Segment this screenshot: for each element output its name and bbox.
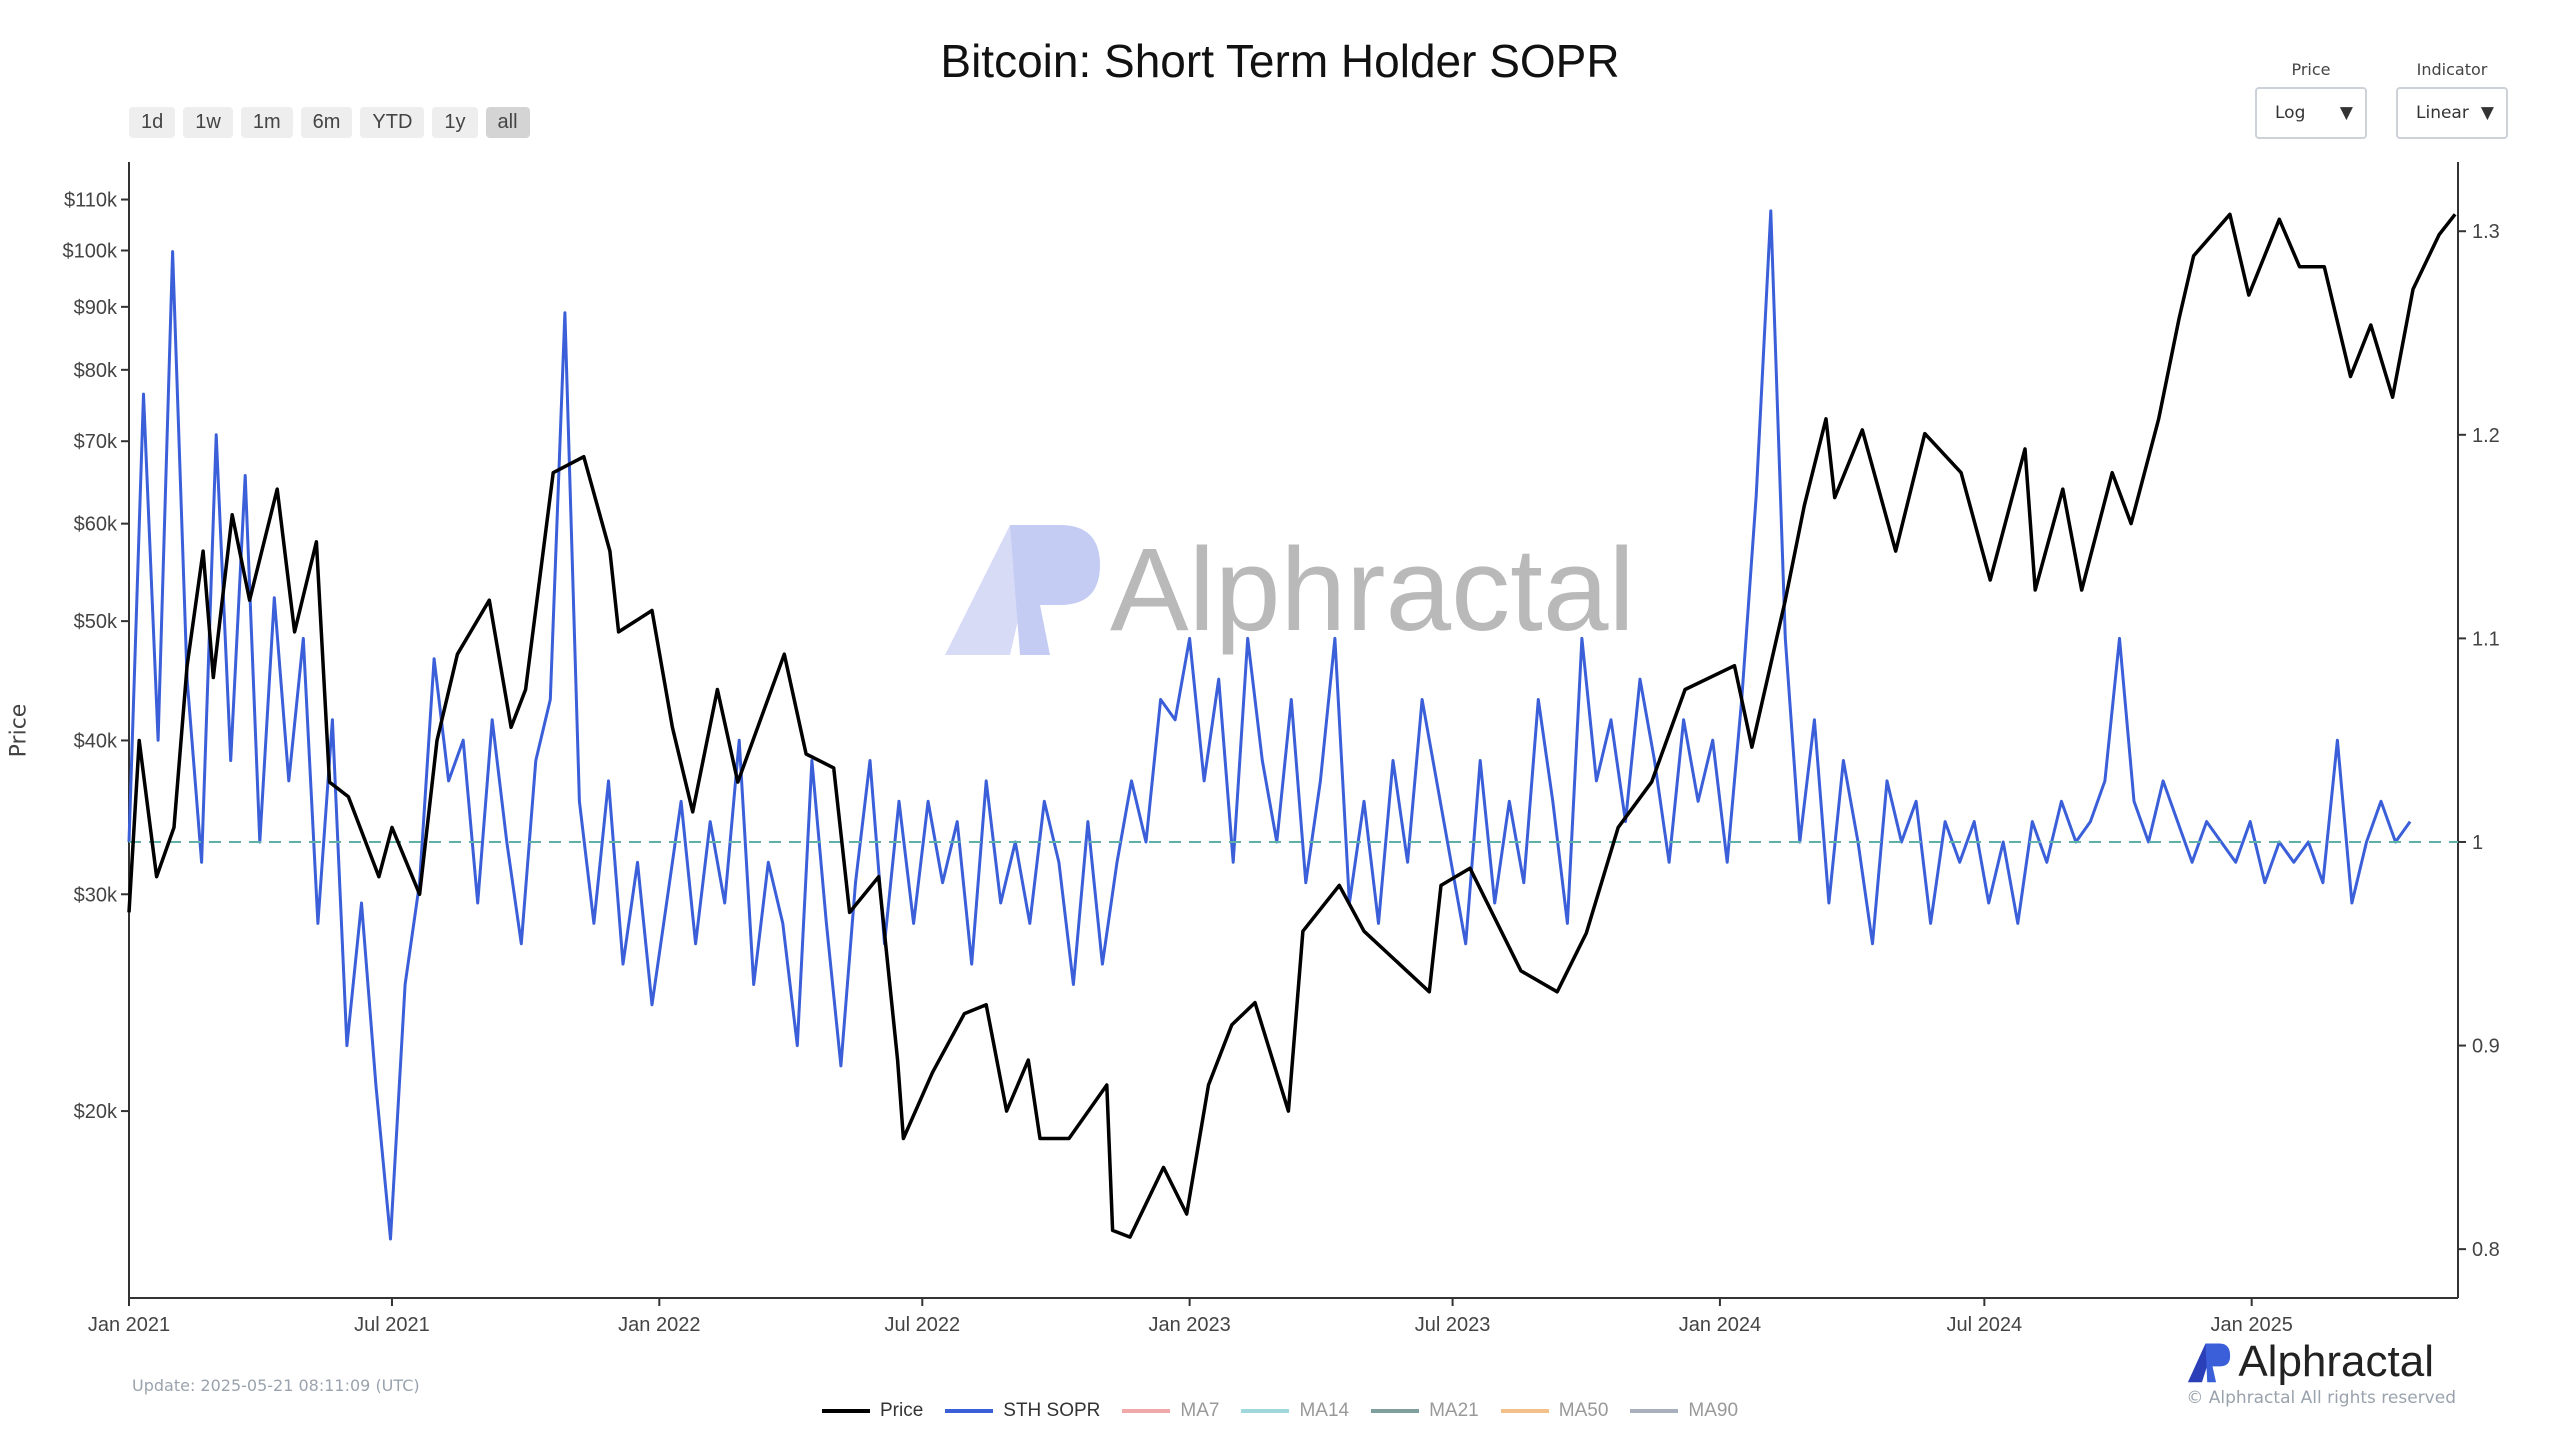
x-tick-label: Jul 2022: [884, 1314, 960, 1336]
legend-item-price[interactable]: Price: [821, 1400, 924, 1422]
y-right-tick-label: 1.2: [2472, 425, 2500, 447]
price-scale-dropdown[interactable]: Log ▼: [2255, 87, 2367, 139]
legend: Price STH SOPR MA7 MA14 MA21 MA50 MA90: [0, 1400, 2560, 1422]
range-selector: 1d 1w 1m 6m YTD 1y all: [129, 107, 530, 138]
legend-swatch: [1500, 1409, 1549, 1413]
legend-swatch: [945, 1409, 994, 1413]
legend-label: MA90: [1688, 1400, 1739, 1421]
price-scale-label: Price: [2291, 60, 2331, 79]
x-tick-label: Jan 2024: [1679, 1314, 1761, 1336]
brand-logo: Alphractal: [2186, 1340, 2434, 1384]
x-tick-label: Jan 2022: [618, 1314, 700, 1336]
legend-label: MA21: [1429, 1400, 1479, 1421]
range-button-1m[interactable]: 1m: [240, 107, 293, 138]
indicator-scale-control: Indicator Linear ▼: [2396, 60, 2508, 139]
logo-text: Alphractal: [2238, 1337, 2434, 1386]
legend-label: MA50: [1558, 1400, 1609, 1421]
legend-label: STH SOPR: [1003, 1400, 1101, 1421]
y-left-tick-label: $40k: [74, 730, 118, 752]
copyright: © Alphractal All rights reserved: [2186, 1388, 2456, 1408]
y-right-tick-label: 1.3: [2472, 221, 2500, 243]
x-tick-label: Jul 2021: [354, 1314, 430, 1336]
legend-swatch: [1630, 1409, 1679, 1413]
update-timestamp: Update: 2025-05-21 08:11:09 (UTC): [132, 1376, 420, 1395]
legend-label: MA14: [1299, 1400, 1350, 1421]
legend-label: MA7: [1180, 1400, 1220, 1421]
caret-down-icon: ▼: [2339, 103, 2353, 123]
y-left-tick-label: $90k: [74, 297, 118, 319]
legend-swatch: [821, 1409, 870, 1413]
range-button-ytd[interactable]: YTD: [360, 107, 425, 138]
price-scale-value: Log: [2275, 103, 2306, 123]
x-tick-label: Jan 2023: [1148, 1314, 1230, 1336]
legend-item-ma7[interactable]: MA7: [1122, 1400, 1219, 1422]
y-left-tick-label: $80k: [74, 360, 118, 382]
y-right-tick-label: 0.9: [2472, 1036, 2500, 1058]
legend-item-sth-sopr[interactable]: STH SOPR: [945, 1400, 1100, 1422]
legend-swatch: [1122, 1409, 1171, 1413]
y-left-tick-label: $20k: [74, 1101, 118, 1123]
range-button-1d[interactable]: 1d: [129, 107, 176, 138]
y-left-tick-label: $50k: [74, 611, 118, 633]
alphractal-logo-icon: [2188, 1343, 2231, 1383]
y-left-tick-label: $70k: [74, 431, 118, 453]
x-tick-label: Jan 2025: [2211, 1314, 2293, 1336]
range-button-6m[interactable]: 6m: [300, 107, 353, 138]
y-axis-title: Price: [6, 703, 32, 758]
caret-down-icon: ▼: [2480, 103, 2494, 123]
x-tick-label: Jul 2023: [1415, 1314, 1491, 1336]
price-line: [127, 212, 2457, 1239]
x-tick-label: Jan 2021: [88, 1314, 170, 1336]
y-left-tick-label: $100k: [63, 241, 118, 263]
range-button-all[interactable]: all: [485, 107, 530, 138]
legend-swatch: [1241, 1409, 1290, 1413]
range-button-1w[interactable]: 1w: [183, 107, 233, 138]
watermark: Alphractal: [945, 524, 1635, 656]
legend-item-ma50[interactable]: MA50: [1500, 1400, 1609, 1422]
price-scale-control: Price Log ▼: [2255, 60, 2367, 139]
y-left-tick-label: $110k: [64, 190, 118, 212]
legend-item-ma90[interactable]: MA90: [1630, 1400, 1738, 1422]
indicator-scale-label: Indicator: [2416, 60, 2488, 79]
y-right-tick-label: 1: [2472, 832, 2483, 854]
y-left-tick-label: $60k: [74, 514, 118, 536]
indicator-scale-dropdown[interactable]: Linear ▼: [2396, 87, 2508, 139]
range-button-1y[interactable]: 1y: [432, 107, 478, 138]
legend-swatch: [1371, 1409, 1420, 1413]
legend-item-ma14[interactable]: MA14: [1241, 1400, 1349, 1422]
legend-item-ma21[interactable]: MA21: [1371, 1400, 1479, 1422]
y-right-tick-label: 1.1: [2472, 628, 2500, 650]
watermark-text: Alphractal: [1110, 524, 1635, 656]
y-left-tick-label: $30k: [74, 884, 118, 906]
y-right-tick-label: 0.8: [2472, 1239, 2500, 1261]
legend-label: Price: [879, 1400, 924, 1421]
watermark-logo-icon: [945, 525, 1100, 655]
indicator-scale-value: Linear: [2416, 103, 2469, 123]
x-tick-label: Jul 2024: [1947, 1314, 2023, 1336]
chart-title: Bitcoin: Short Term Holder SOPR: [940, 35, 1620, 87]
sopr-line: [127, 209, 2412, 1241]
